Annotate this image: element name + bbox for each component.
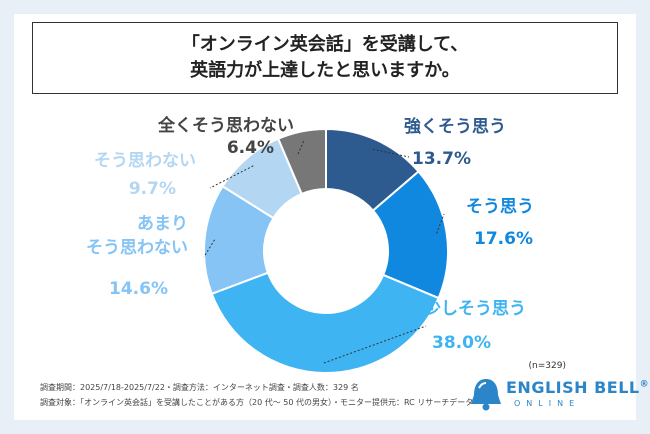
slice-value-5: 9.7% xyxy=(129,179,176,199)
logo-subtext: ONLINE xyxy=(514,399,581,408)
donut-chart: 強くそう思う13.7%そう思う17.6%少しそう思う38.0%あまりそう思わない… xyxy=(86,115,566,374)
slice-label-3: 少しそう思う xyxy=(423,299,526,319)
slice-label-4-line-1: あまり xyxy=(137,214,188,234)
donut-slice-6 xyxy=(276,127,327,196)
donut-slice-3 xyxy=(210,271,440,374)
slice-label-4-line-2: そう思わない xyxy=(86,238,188,258)
title-box: 「オンライン英会話」を受講して、 英語力が上達したと思いますか。 xyxy=(32,22,618,94)
slice-value-4: 14.6% xyxy=(109,279,168,299)
slice-value-1: 13.7% xyxy=(412,149,471,169)
logo-text: ENGLISH BELL® xyxy=(506,378,650,397)
slice-value-2: 17.6% xyxy=(474,229,533,249)
sample-size-label: (n=329) xyxy=(529,361,566,371)
title-line-1: 「オンライン英会話」を受講して、 xyxy=(181,34,469,55)
brand-logo: ENGLISH BELL® ONLINE xyxy=(466,374,649,418)
leader-line-2 xyxy=(436,213,445,234)
slice-value-3: 38.0% xyxy=(432,333,491,353)
survey-footnote: 調査期間：2025/7/18-2025/7/22・調査方法：インターネット調査・… xyxy=(40,380,473,410)
leader-line-5 xyxy=(209,165,254,189)
slice-label-6: 全くそう思わない xyxy=(157,115,294,136)
card: 「オンライン英会話」を受講して、 英語力が上達したと思いますか。 強くそう思う 1… xyxy=(14,14,649,420)
title-line-2: 英語力が上達したと思いますか。 xyxy=(190,60,460,81)
leader-line-4 xyxy=(203,239,215,258)
footnote-line-2: 調査対象：「オンライン英会話」を受講したことがある方（20 代〜 50 代の男女… xyxy=(40,398,474,407)
slice-label-2: そう思う xyxy=(466,197,534,217)
slice-label-5: そう思わない xyxy=(94,151,196,171)
slice-label-1: 強くそう思う xyxy=(404,116,506,137)
footnote-line-1: 調査期間：2025/7/18-2025/7/22・調査方法：インターネット調査・… xyxy=(40,383,359,392)
slice-value-6: 6.4% xyxy=(227,138,274,158)
bell-icon xyxy=(471,379,501,411)
